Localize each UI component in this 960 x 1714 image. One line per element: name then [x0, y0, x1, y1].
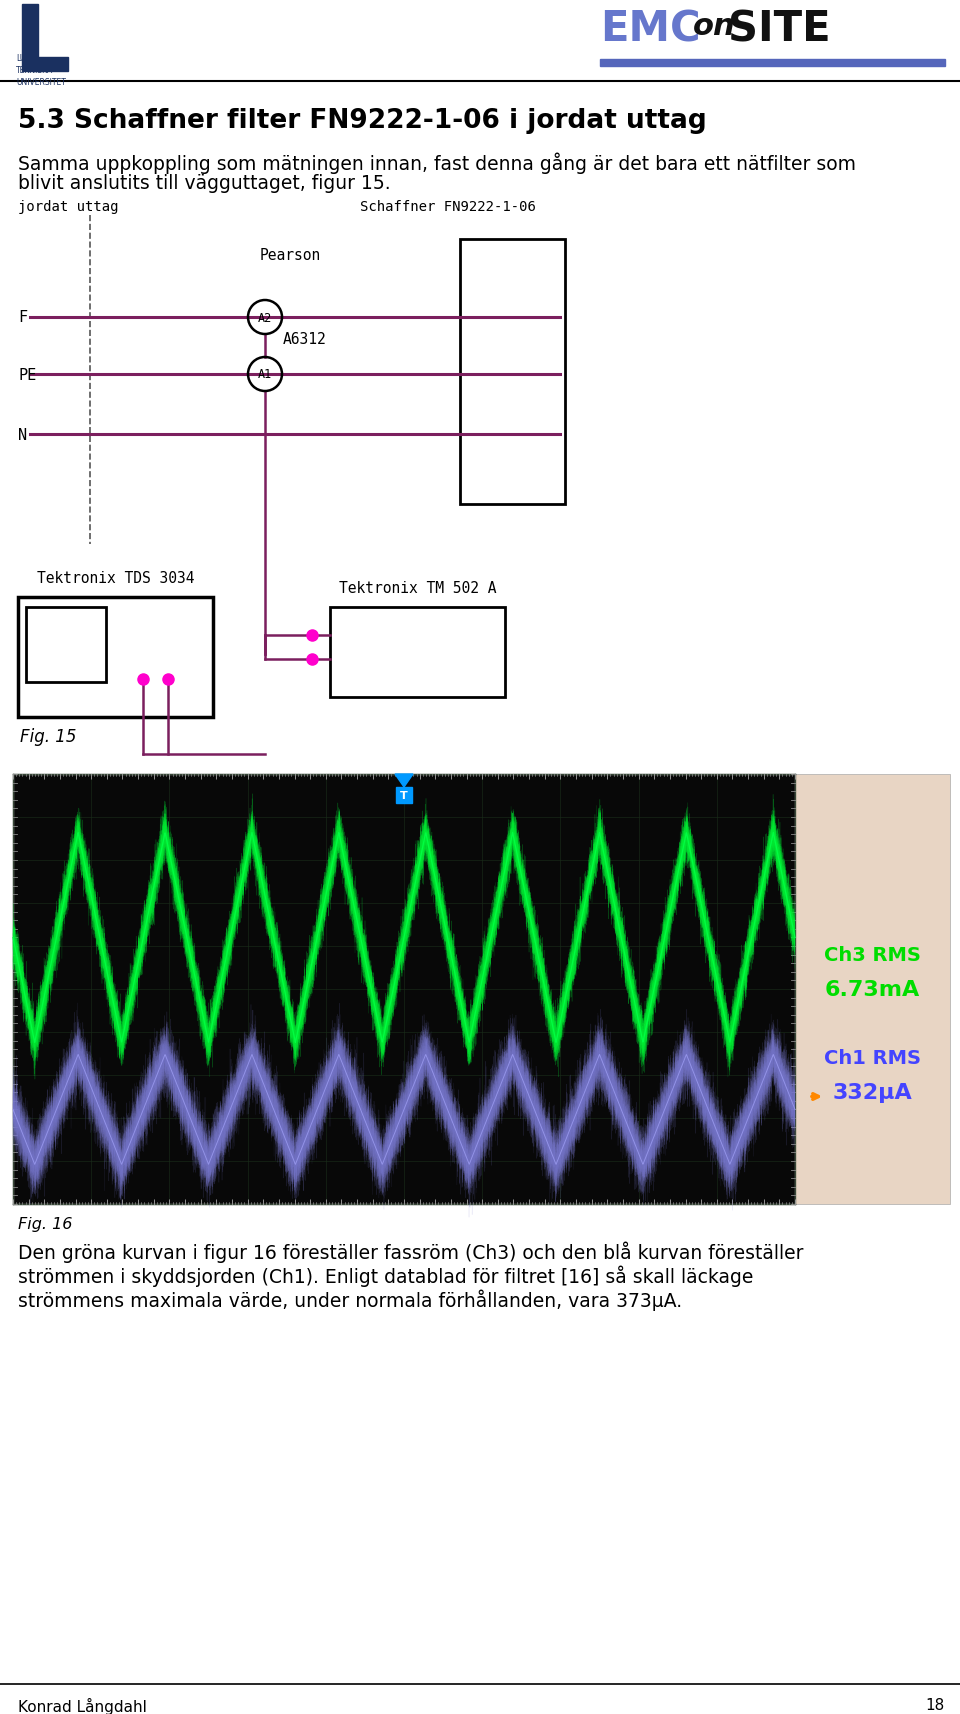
Text: strömmen i skyddsjorden (Ch1). Enligt datablad för filtret [16] så skall läckage: strömmen i skyddsjorden (Ch1). Enligt da… [18, 1265, 754, 1287]
Text: Fig. 16: Fig. 16 [18, 1217, 72, 1231]
Text: 5.3 Schaffner filter FN9222-1-06 i jordat uttag: 5.3 Schaffner filter FN9222-1-06 i jorda… [18, 108, 707, 134]
Bar [18, 598, 213, 718]
Bar [26, 608, 106, 682]
Text: F: F [18, 310, 27, 326]
Text: EMC: EMC [600, 9, 701, 50]
Text: strömmens maximala värde, under normala förhållanden, vara 373μA.: strömmens maximala värde, under normala … [18, 1289, 683, 1311]
Text: A2: A2 [258, 312, 272, 324]
Text: A6312: A6312 [283, 333, 326, 346]
Text: Tektronix TDS 3034: Tektronix TDS 3034 [36, 571, 194, 586]
Text: 6.73mA: 6.73mA [825, 979, 920, 999]
Text: blivit anslutits till vägguttaget, figur 15.: blivit anslutits till vägguttaget, figur… [18, 173, 391, 194]
Text: on: on [693, 12, 735, 41]
Bar [795, 775, 950, 1205]
Text: Ch1 RMS: Ch1 RMS [824, 1049, 921, 1068]
Text: PE: PE [18, 367, 36, 382]
Bar [600, 60, 945, 67]
Text: Konrad Långdahl: Konrad Långdahl [18, 1697, 147, 1714]
Bar [396, 787, 412, 804]
Text: Den gröna kurvan i figur 16 föreställer fassröm (Ch3) och den blå kurvan förestä: Den gröna kurvan i figur 16 föreställer … [18, 1241, 804, 1263]
Text: Pearson: Pearson [260, 249, 322, 262]
Bar [460, 240, 565, 504]
Text: jordat uttag: jordat uttag [18, 201, 118, 214]
Text: LULEÅ
TEKNISKA
UNIVERSITET: LULEÅ TEKNISKA UNIVERSITET [16, 53, 66, 86]
Text: 332μA: 332μA [832, 1083, 912, 1102]
Text: Schaffner FN9222-1-06: Schaffner FN9222-1-06 [360, 201, 536, 214]
Text: N: N [18, 427, 27, 442]
Text: Ch3 RMS: Ch3 RMS [824, 946, 921, 965]
Bar [13, 775, 795, 1205]
Text: SITE: SITE [728, 9, 830, 50]
Text: T: T [400, 790, 408, 800]
Text: 18: 18 [925, 1697, 945, 1712]
Bar [330, 608, 505, 698]
Polygon shape [395, 775, 413, 787]
Text: A1: A1 [258, 369, 272, 381]
Polygon shape [22, 5, 68, 72]
Text: Samma uppkoppling som mätningen innan, fast denna gång är det bara ett nätfilter: Samma uppkoppling som mätningen innan, f… [18, 153, 856, 173]
Text: Tektronix TM 502 A: Tektronix TM 502 A [339, 581, 496, 596]
Text: Fig. 15: Fig. 15 [20, 727, 77, 746]
